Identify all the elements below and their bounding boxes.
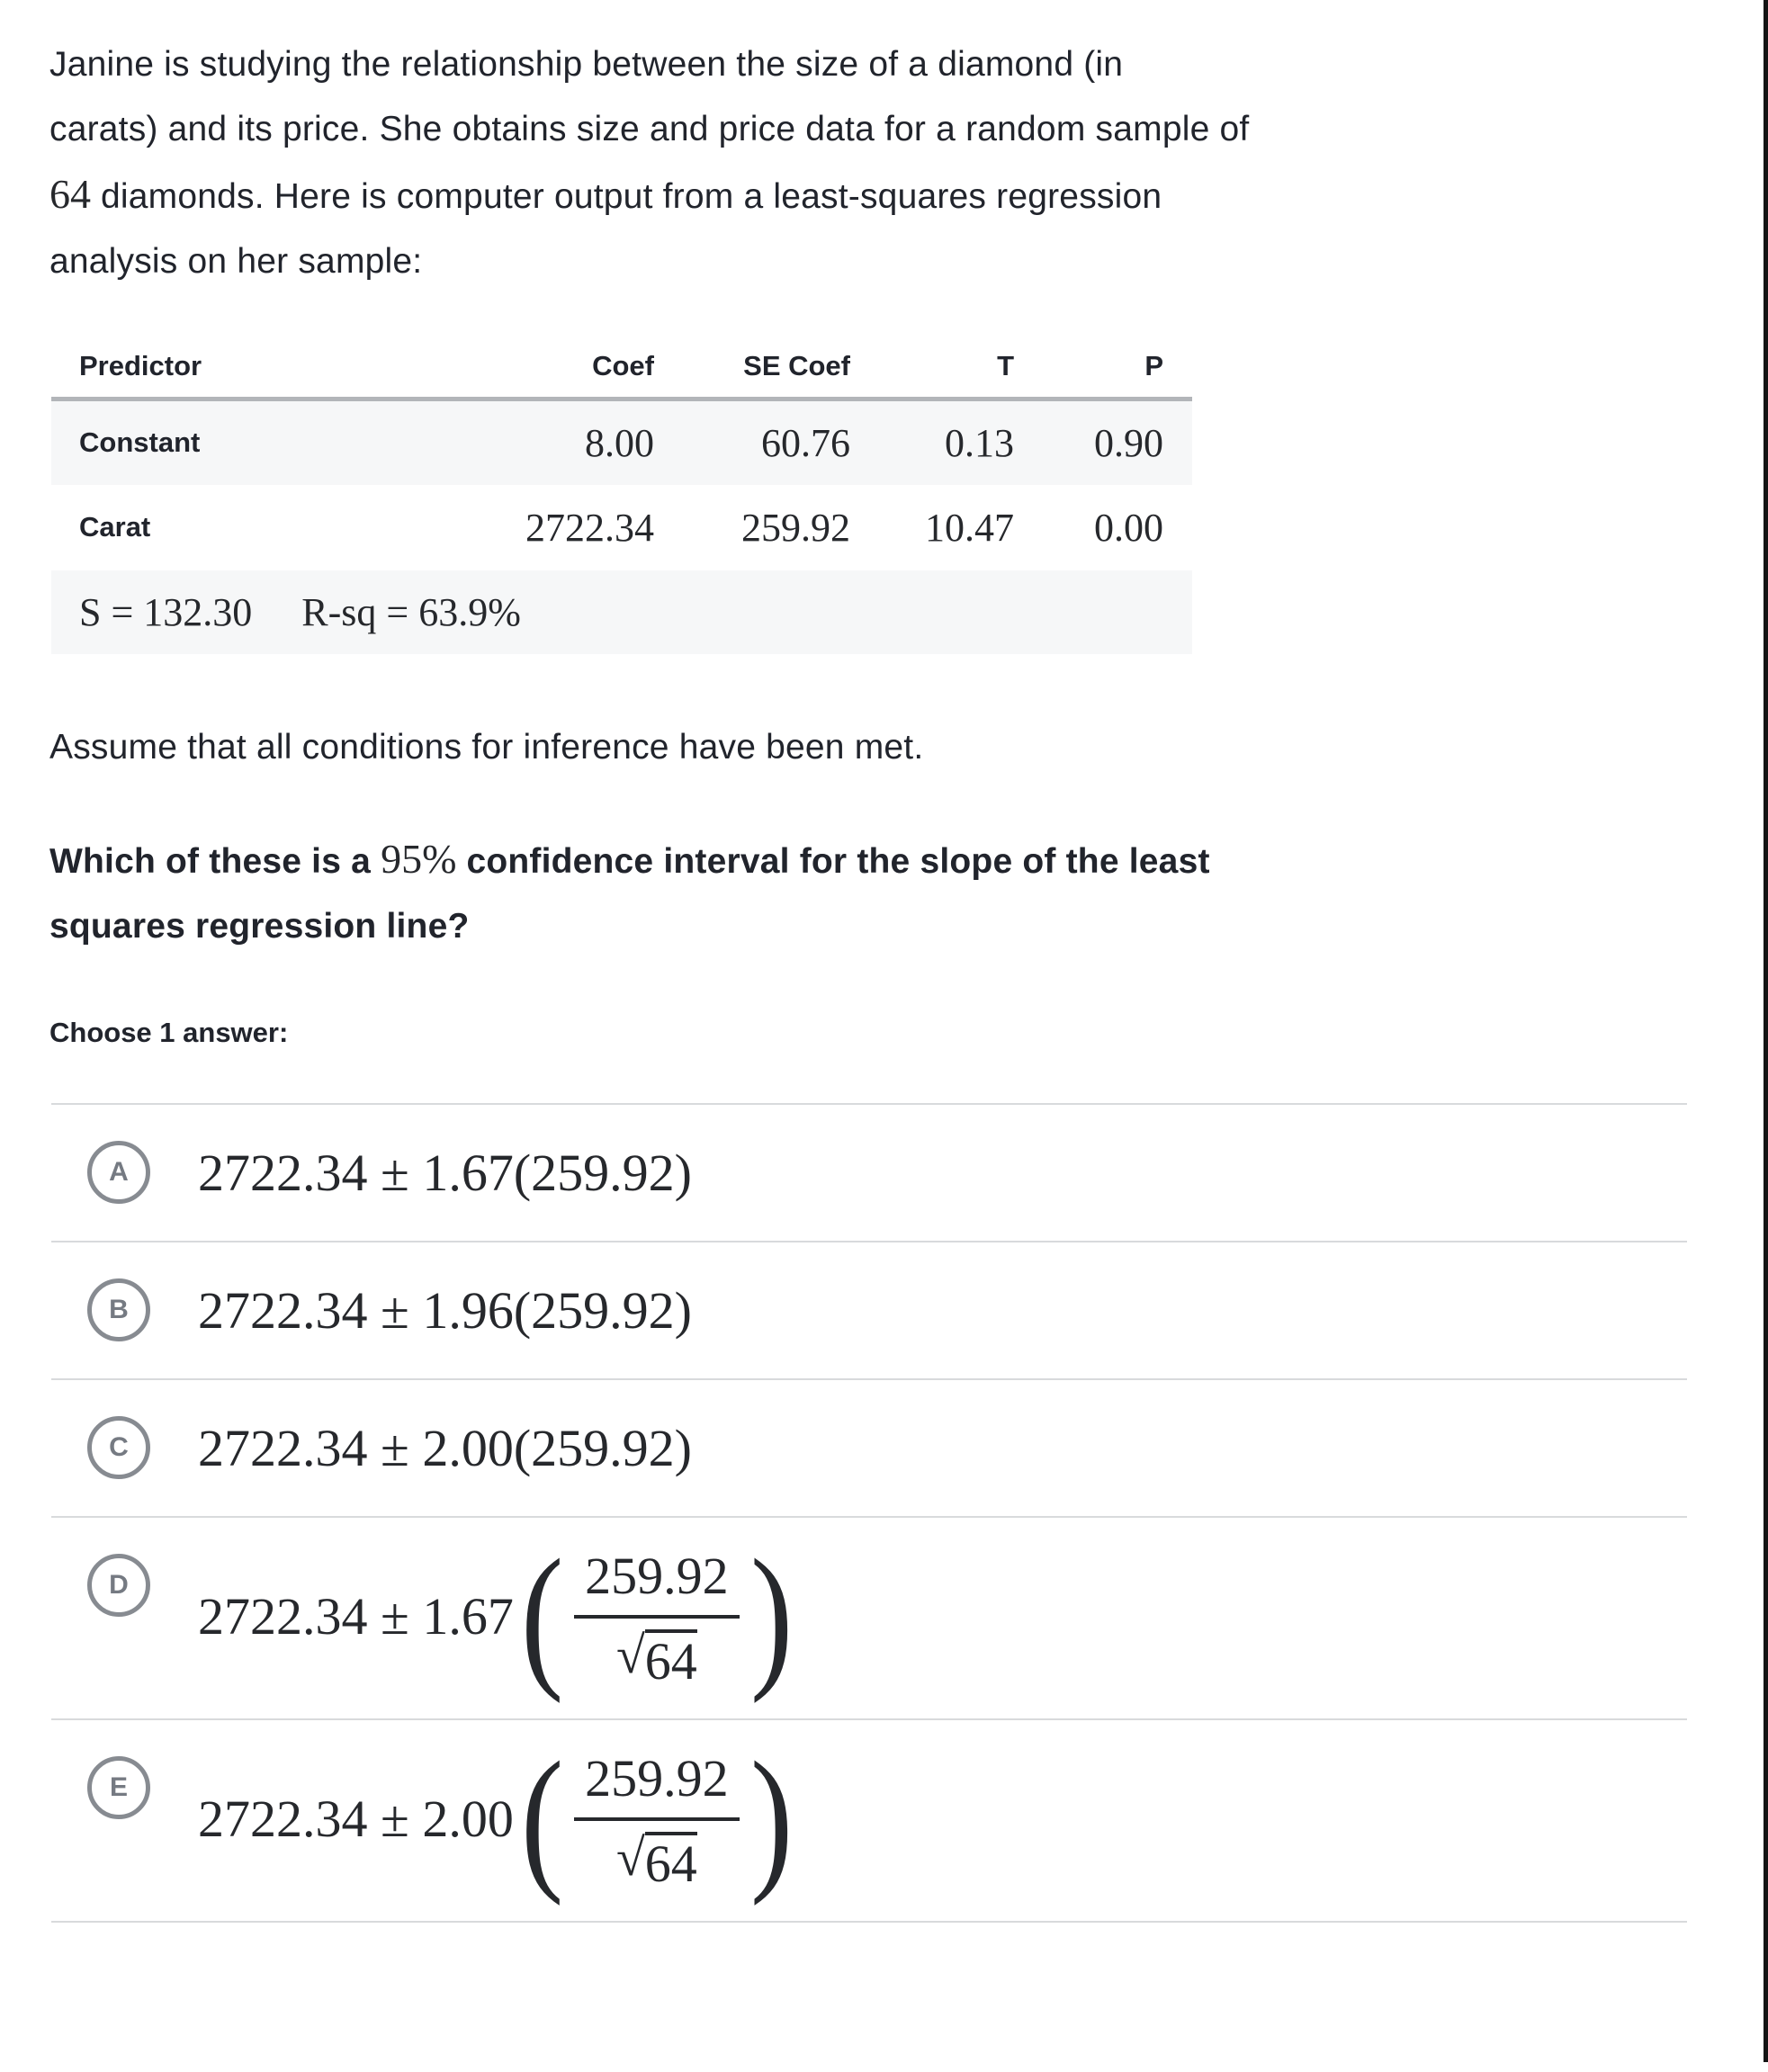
question-text: Which of these is a 95% confidence inter… [49, 827, 1768, 959]
header-coef: Coef [447, 336, 654, 401]
intro-line-1: Janine is studying the relationship betw… [49, 45, 1124, 84]
confidence-level-value: 95% [381, 835, 457, 882]
table-header-row: Predictor Coef SE Coef T P [51, 336, 1192, 401]
option-e-radicand: 64 [644, 1831, 697, 1890]
option-e-radio[interactable]: E [87, 1755, 150, 1819]
option-b-letter: B [109, 1295, 129, 1324]
close-paren: ) [749, 1728, 793, 1907]
option-a-formula: 2722.34 ± 1.67(259.92) [198, 1143, 692, 1202]
carat-coef: 2722.34 [525, 505, 654, 550]
table-row-constant: Constant 8.00 60.76 0.13 0.90 [51, 399, 1192, 485]
question-line-1-post: confidence interval for the slope of the… [456, 841, 1210, 881]
table-row-carat: Carat 2722.34 259.92 10.47 0.00 [51, 485, 1192, 570]
sqrt-icon: √ [615, 1827, 645, 1887]
option-d-prefix: 2722.34 ± 1.67 [198, 1586, 514, 1646]
choose-answer-label: Choose 1 answer: [49, 1016, 289, 1048]
carat-p: 0.00 [1094, 505, 1163, 550]
carat-se-coef: 259.92 [741, 505, 850, 550]
constant-t: 0.13 [945, 420, 1014, 465]
question-line-2: squares regression line? [49, 906, 470, 946]
constant-se-coef: 60.76 [761, 420, 850, 465]
question-line-1: Which of these is a 95% confidence inter… [49, 827, 1768, 894]
assume-text: Assume that all conditions for inference… [49, 727, 924, 767]
option-e-fraction: 259.92 √ 64 [574, 1747, 740, 1890]
option-row-d[interactable]: D 2722.34 ± 1.67 ( 259.92 √ 64 ) [51, 1515, 1687, 1718]
answer-options-list: A 2722.34 ± 1.67(259.92) B 2722.34 ± 1.9… [51, 1102, 1687, 1923]
constant-coef: 8.00 [585, 420, 654, 465]
sample-size-value: 64 [49, 171, 91, 217]
option-e-formula: 2722.34 ± 2.00 ( 259.92 √ 64 ) [198, 1728, 800, 1907]
intro-paragraph: Janine is studying the relationship betw… [49, 32, 1768, 294]
option-row-a[interactable]: A 2722.34 ± 1.67(259.92) [51, 1102, 1687, 1241]
option-d-radicand: 64 [644, 1628, 697, 1688]
header-t: T [850, 336, 1014, 401]
close-paren: ) [749, 1526, 793, 1705]
predictor-carat-label: Carat [79, 511, 151, 543]
header-se-coef: SE Coef [654, 336, 850, 401]
header-predictor: Predictor [51, 336, 447, 401]
option-e-numerator: 259.92 [585, 1748, 729, 1807]
option-d-fraction: 259.92 √ 64 [574, 1545, 740, 1688]
exercise-page: Janine is studying the relationship betw… [49, 32, 1768, 1923]
option-a-letter: A [109, 1157, 129, 1187]
header-p: P [1014, 336, 1163, 401]
predictor-constant-label: Constant [79, 426, 201, 459]
intro-line-2: carats) and its price. She obtains size … [49, 110, 1250, 148]
intro-line-4: analysis on her sample: [49, 242, 423, 281]
fraction-bar [574, 1816, 740, 1821]
option-d-numerator: 259.92 [585, 1546, 729, 1605]
fraction-bar [574, 1614, 740, 1619]
sqrt-icon: √ [615, 1625, 645, 1684]
r-sq-value: R-sq = 63.9% [301, 589, 521, 634]
option-e-prefix: 2722.34 ± 2.00 [198, 1789, 514, 1848]
option-d-formula: 2722.34 ± 1.67 ( 259.92 √ 64 ) [198, 1526, 800, 1705]
s-value: S = 132.30 [79, 589, 253, 634]
option-a-radio[interactable]: A [87, 1141, 150, 1204]
option-row-b[interactable]: B 2722.34 ± 1.96(259.92) [51, 1240, 1687, 1378]
constant-p: 0.90 [1094, 420, 1163, 465]
option-row-e[interactable]: E 2722.34 ± 2.00 ( 259.92 √ 64 ) [51, 1718, 1687, 1923]
intro-line-3-rest: diamonds. Here is computer output from a… [91, 177, 1162, 216]
option-e-letter: E [109, 1772, 128, 1802]
option-row-c[interactable]: C 2722.34 ± 2.00(259.92) [51, 1377, 1687, 1516]
option-e-denominator: √ 64 [616, 1821, 697, 1890]
table-summary-row: S = 132.30 R-sq = 63.9% [51, 570, 1192, 654]
option-c-radio[interactable]: C [87, 1416, 150, 1479]
intro-line-3: 64 diamonds. Here is computer output fro… [49, 162, 1768, 229]
option-c-formula: 2722.34 ± 2.00(259.92) [198, 1418, 692, 1477]
option-c-letter: C [109, 1432, 129, 1462]
option-d-denominator: √ 64 [616, 1619, 697, 1688]
screenshot-right-edge [1764, 0, 1768, 2062]
option-b-radio[interactable]: B [87, 1278, 150, 1341]
option-b-formula: 2722.34 ± 1.96(259.92) [198, 1280, 692, 1340]
option-d-radio[interactable]: D [87, 1553, 150, 1617]
question-line-1-pre: Which of these is a [49, 841, 381, 881]
option-d-letter: D [109, 1569, 129, 1600]
open-paren: ( [520, 1526, 564, 1705]
open-paren: ( [520, 1728, 564, 1907]
regression-output-table: Predictor Coef SE Coef T P Constant 8.00… [51, 336, 1192, 654]
carat-t: 10.47 [925, 505, 1014, 550]
